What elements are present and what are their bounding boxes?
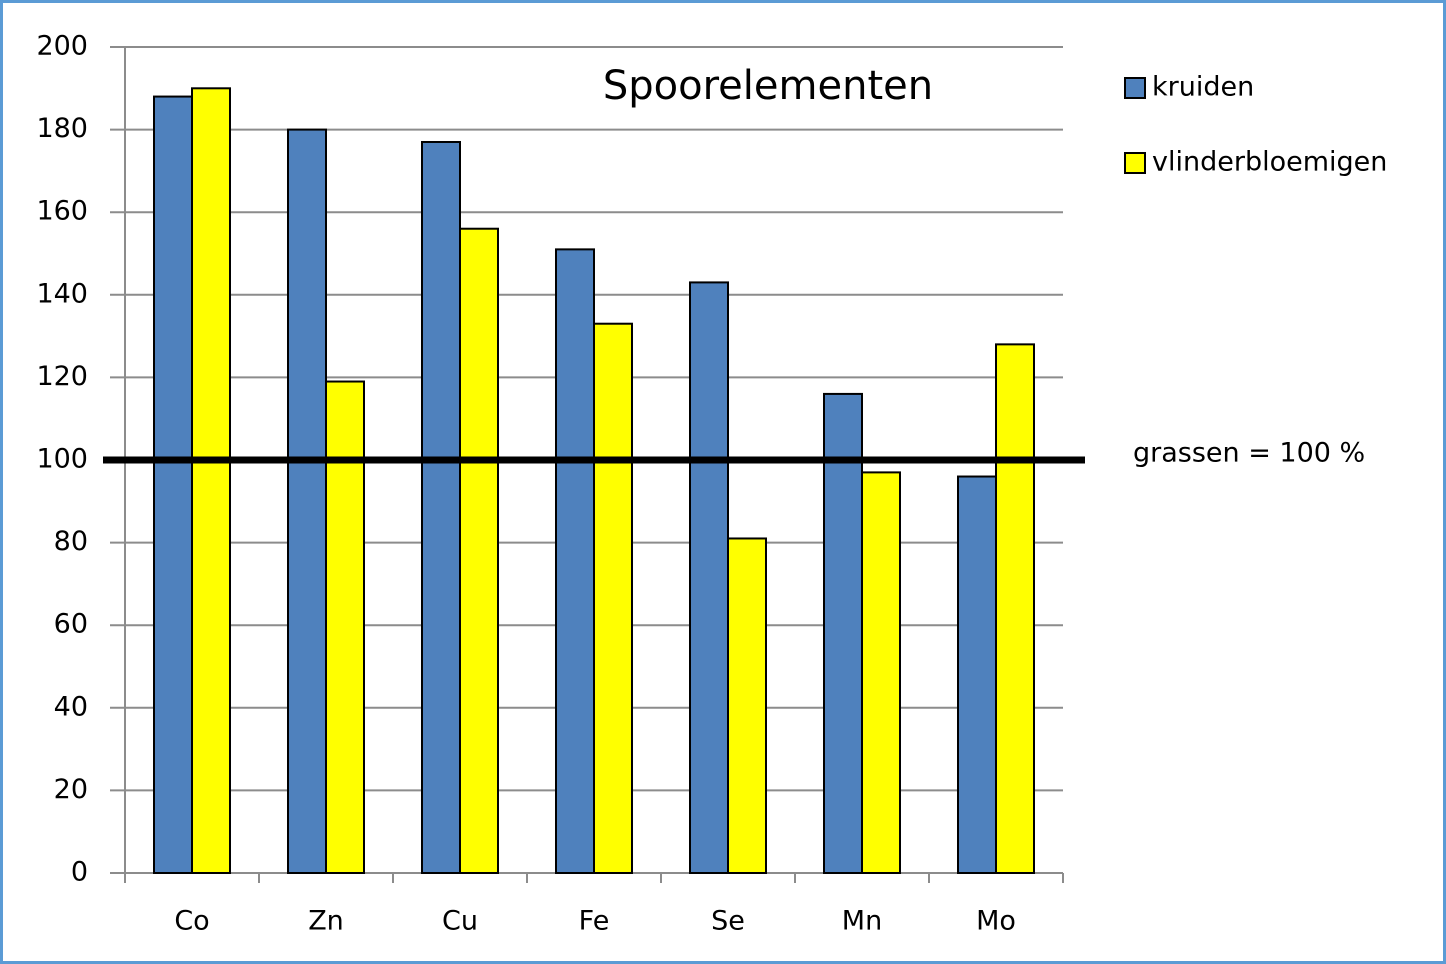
legend-label: vlinderbloemigen <box>1152 147 1387 178</box>
bar <box>459 227 499 875</box>
x-tick-label: Co <box>174 906 209 937</box>
bar <box>861 471 901 874</box>
bar <box>727 537 767 874</box>
bar <box>421 140 461 875</box>
y-tick-label: 120 <box>36 361 88 392</box>
x-tick-label: Zn <box>308 906 344 937</box>
bar <box>191 87 231 875</box>
bar <box>957 475 997 874</box>
x-tick-label: Fe <box>579 906 610 937</box>
bar <box>593 322 633 874</box>
bar <box>325 380 365 874</box>
bar <box>995 343 1035 874</box>
y-tick-label: 200 <box>36 31 88 62</box>
x-tick-label: Cu <box>442 906 478 937</box>
x-tick-label: Mo <box>976 906 1016 937</box>
y-tick-label: 100 <box>36 444 88 475</box>
legend-swatch <box>1124 77 1146 99</box>
reference-label: grassen = 100 % <box>1133 438 1365 469</box>
bar <box>287 128 327 875</box>
bar <box>555 248 595 874</box>
y-tick-label: 20 <box>54 774 88 805</box>
bar <box>689 281 729 875</box>
chart-title: Spoorelementen <box>603 63 933 109</box>
x-tick-label: Se <box>711 906 745 937</box>
x-tick-label: Mn <box>842 906 882 937</box>
y-tick-label: 60 <box>54 609 88 640</box>
y-tick-label: 160 <box>36 196 88 227</box>
bar <box>153 95 193 874</box>
y-tick-label: 80 <box>54 526 88 557</box>
legend-swatch <box>1124 152 1146 174</box>
legend-label: kruiden <box>1152 72 1254 103</box>
y-tick-label: 140 <box>36 278 88 309</box>
y-tick-label: 0 <box>71 857 88 888</box>
bar <box>823 392 863 874</box>
y-tick-label: 180 <box>36 113 88 144</box>
y-tick-label: 40 <box>54 691 88 722</box>
